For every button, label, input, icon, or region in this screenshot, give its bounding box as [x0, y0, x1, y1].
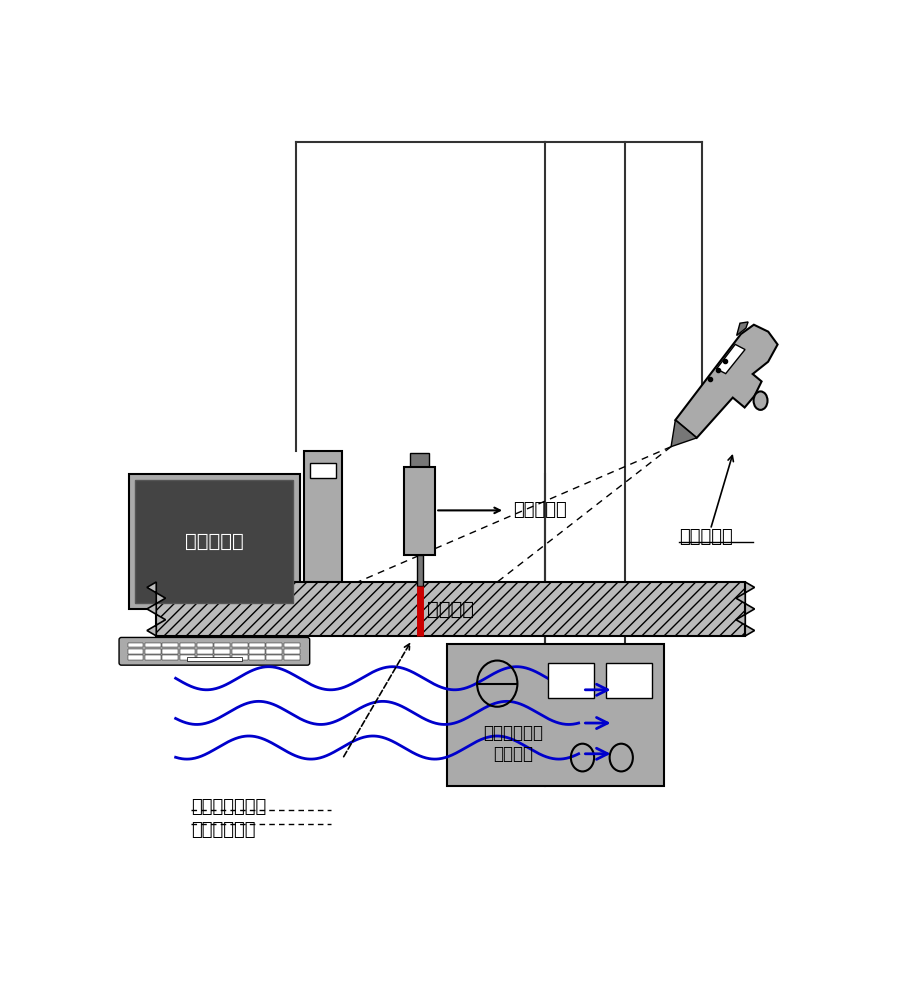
Bar [180, 649, 195, 654]
Bar [215, 649, 230, 654]
Bar [197, 649, 213, 654]
Bar [266, 649, 283, 654]
Bar [310, 463, 336, 478]
Polygon shape [736, 322, 748, 335]
Bar [145, 649, 161, 654]
Bar [249, 643, 265, 647]
Bar [180, 643, 195, 647]
FancyBboxPatch shape [119, 637, 310, 665]
Bar [163, 643, 178, 647]
Bar [127, 655, 144, 660]
Bar [266, 655, 283, 660]
Bar [411, 453, 429, 468]
Text: 红外热像仪: 红外热像仪 [679, 528, 734, 546]
Bar [127, 649, 144, 654]
Bar [447, 644, 664, 786]
Bar [180, 655, 195, 660]
Bar [197, 655, 213, 660]
Bar [284, 643, 300, 647]
Polygon shape [716, 344, 745, 374]
Bar [175, 626, 253, 638]
Text: 被测壁体: 被测壁体 [427, 599, 474, 618]
Bar [215, 655, 230, 660]
Bar [205, 609, 224, 626]
Bar [163, 649, 178, 654]
Ellipse shape [754, 391, 767, 410]
Bar [156, 582, 745, 636]
Polygon shape [147, 582, 165, 636]
Bar [284, 655, 300, 660]
Bar [232, 655, 247, 660]
Text: 待测侧局部换热
系数对应位置: 待测侧局部换热 系数对应位置 [191, 798, 266, 839]
Text: 激光发生器: 激光发生器 [513, 501, 566, 519]
Polygon shape [736, 582, 754, 636]
Bar [547, 663, 594, 698]
Bar [197, 643, 213, 647]
Text: 数采计算机: 数采计算机 [185, 532, 244, 551]
Bar [284, 649, 300, 654]
Bar [416, 555, 423, 586]
Bar [187, 657, 242, 661]
Bar [405, 466, 435, 555]
Bar [605, 663, 653, 698]
Bar [163, 655, 178, 660]
Bar [135, 480, 294, 603]
Polygon shape [675, 325, 777, 438]
Polygon shape [671, 420, 696, 447]
Bar [127, 643, 144, 647]
Text: 带波形发生功
能的电源: 带波形发生功 能的电源 [483, 724, 543, 763]
Bar [304, 451, 343, 594]
Bar [215, 643, 230, 647]
Bar [232, 643, 247, 647]
Bar [145, 655, 161, 660]
Bar [249, 655, 265, 660]
Bar [129, 474, 300, 609]
Bar [232, 649, 247, 654]
Bar [145, 643, 161, 647]
Bar [266, 643, 283, 647]
Bar [249, 649, 265, 654]
